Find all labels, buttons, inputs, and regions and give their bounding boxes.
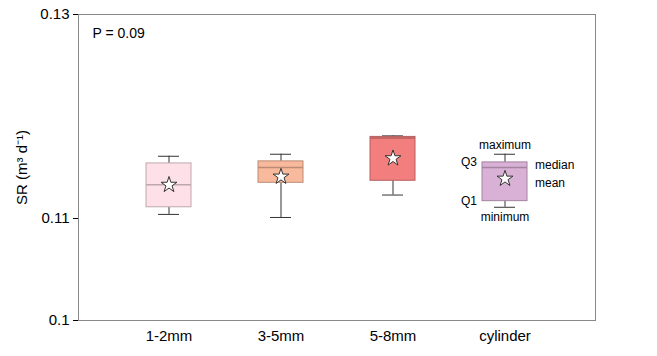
svg-text:cylinder: cylinder [479,327,531,344]
svg-text:0.13: 0.13 [40,5,69,22]
svg-text:Q3: Q3 [461,155,477,169]
svg-text:P = 0.09: P = 0.09 [93,25,146,41]
svg-text:maximum: maximum [479,138,531,152]
svg-text:1-2mm: 1-2mm [146,327,193,344]
svg-text:minimum: minimum [481,210,530,224]
svg-text:3-5mm: 3-5mm [258,327,305,344]
svg-text:0.1: 0.1 [49,311,70,328]
svg-text:mean: mean [535,176,565,190]
svg-text:Q1: Q1 [461,194,477,208]
svg-text:median: median [535,158,574,172]
svg-text:5-8mm: 5-8mm [370,327,417,344]
svg-text:0.11: 0.11 [41,209,69,226]
svg-text:SR (m³ d⁻¹): SR (m³ d⁻¹) [13,130,30,205]
